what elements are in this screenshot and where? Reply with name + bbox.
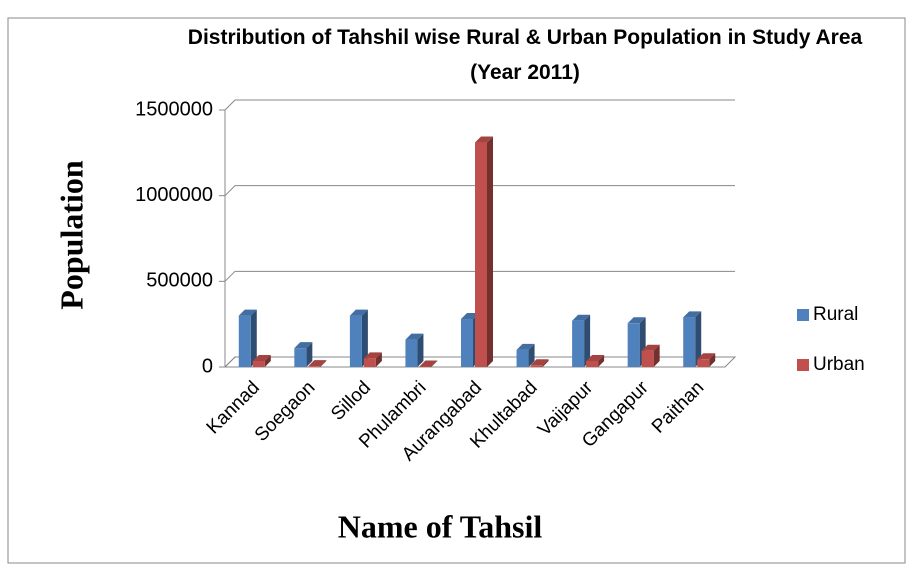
bar (530, 359, 549, 367)
bar (419, 360, 438, 367)
bar-face (375, 352, 382, 367)
bar (238, 309, 257, 367)
bar-face (584, 314, 591, 367)
bar-face (461, 319, 473, 367)
grid-line (224, 356, 735, 368)
bar-face (405, 339, 418, 367)
y-axis-label: Population (53, 160, 89, 310)
y-tick-label: 1500000 (135, 98, 213, 120)
legend-swatch (797, 359, 809, 371)
bar-face (461, 313, 479, 320)
legend-label: Rural (813, 304, 858, 325)
bar-face (528, 343, 535, 367)
bar-face (475, 142, 487, 367)
bar (475, 136, 493, 367)
bar (308, 360, 327, 367)
bar (586, 355, 605, 367)
bar-face (683, 311, 702, 318)
y-tick-label: 1000000 (135, 184, 213, 206)
bar-face (516, 349, 529, 367)
bar-face (641, 350, 654, 367)
bar-face (250, 309, 257, 367)
bar-face (238, 309, 257, 316)
bar-face (252, 355, 271, 362)
bar (641, 344, 660, 367)
bar (627, 317, 646, 367)
bar-face (363, 358, 376, 367)
bar-face (542, 359, 549, 367)
grid-line (224, 185, 735, 197)
bar-face (361, 309, 368, 367)
bar-face (294, 348, 307, 367)
bar-face (306, 342, 313, 367)
x-tick-label: Sillod (327, 377, 375, 425)
bar-face (431, 360, 438, 367)
bar-face (572, 314, 591, 321)
bar-face (627, 317, 646, 324)
bar (294, 342, 313, 367)
bar (349, 309, 368, 367)
bar-face (572, 320, 585, 367)
bar-face (264, 355, 271, 367)
bar-face (586, 361, 599, 367)
bar-face (530, 365, 543, 367)
bar-face (695, 311, 702, 367)
bar-face (697, 359, 710, 367)
bar-face (683, 317, 696, 367)
bar-face (419, 360, 438, 367)
chart-border (7, 17, 906, 564)
x-axis-label: Name of Tahsil (338, 508, 543, 544)
bar-face (349, 309, 368, 316)
bar-face (294, 342, 313, 349)
bar-face (405, 333, 424, 340)
y-tick-label: 0 (202, 355, 213, 377)
bar-face (349, 315, 362, 367)
x-tick-label: Soegaon (251, 377, 320, 446)
bar-face (586, 355, 605, 362)
x-tick-label: Paithan (648, 377, 708, 437)
bar-face (475, 136, 493, 143)
bar-face (516, 343, 535, 350)
bar-face (363, 352, 382, 359)
chart-title: Distribution of Tahshil wise Rural & Urb… (187, 26, 863, 84)
legend-label: Urban (813, 354, 865, 375)
bar-face (641, 344, 660, 351)
bar (516, 343, 535, 367)
bar (697, 353, 716, 367)
bar-face (252, 361, 265, 367)
grid-line (224, 99, 735, 111)
bar-face (653, 344, 660, 367)
bar (683, 311, 702, 367)
bar-face (627, 323, 640, 367)
grid-line (224, 270, 735, 282)
bar-face (238, 315, 251, 367)
bar-face (530, 359, 549, 366)
bar-face (598, 355, 605, 367)
bar-face (417, 333, 424, 367)
bar-face (709, 353, 716, 367)
bar-face (419, 366, 432, 367)
bar-face (320, 360, 327, 367)
bar (405, 333, 424, 367)
bar (572, 314, 591, 367)
y-tick-label: 500000 (146, 270, 213, 292)
bar-face (487, 136, 493, 367)
bar-face (308, 366, 321, 367)
bar (363, 352, 382, 367)
bar-face (308, 360, 327, 367)
bar (252, 355, 271, 367)
bar-face (697, 353, 716, 360)
legend-swatch (797, 309, 809, 321)
